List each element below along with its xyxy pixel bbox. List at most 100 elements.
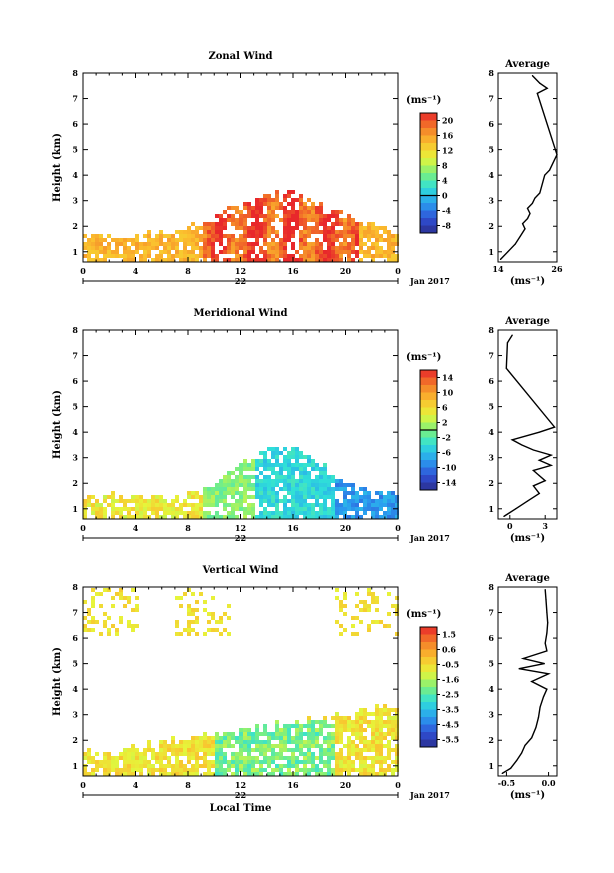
profile-y-tick-label: 5 (488, 659, 494, 669)
colorbar-segment (420, 370, 437, 378)
y-tick-label: 7 (72, 94, 78, 104)
profile-y-tick-label: 1 (488, 504, 494, 514)
x-tick-label: 16 (287, 523, 299, 533)
x-tick-label: 20 (340, 523, 352, 533)
profile-point (537, 716, 540, 718)
profile-point (546, 611, 548, 614)
colorbar-segment (420, 724, 437, 733)
y-tick-label: 7 (72, 608, 78, 618)
colorbar-segment (420, 407, 437, 416)
colorbar-segment (420, 437, 437, 446)
colorbar-segment (420, 709, 437, 718)
profile-point (507, 251, 509, 253)
colorbar-segment (420, 135, 437, 144)
colorbar-unit: (ms⁻¹) (406, 609, 441, 620)
x-tick-label: 20 (340, 780, 352, 790)
profile-point (515, 760, 518, 762)
y-tick-label: 3 (72, 710, 78, 720)
profile-point (532, 449, 535, 451)
profile-y-tick-label: 4 (488, 427, 494, 437)
x-tick-label: 8 (185, 523, 191, 533)
profile-point (546, 688, 548, 690)
y-tick-label: 7 (72, 351, 78, 361)
panel-title: Zonal Wind (208, 51, 272, 62)
colorbar-segment (420, 430, 437, 438)
y-tick-label: 1 (72, 761, 78, 771)
profile-title: Average (504, 316, 550, 327)
x-tick-label: 16 (287, 780, 299, 790)
profile-point (547, 622, 549, 624)
profile-point (531, 680, 533, 683)
profile-point (547, 673, 550, 675)
y-tick-label: 4 (72, 427, 78, 437)
colorbar-frame (419, 626, 438, 748)
profile-y-tick-label: 7 (488, 608, 494, 618)
profile-point (511, 334, 513, 336)
profile-x-tick-label: 14 (492, 264, 504, 274)
y-tick-label: 3 (72, 453, 78, 463)
profile-y-tick-label: 8 (488, 582, 494, 592)
profile-point (505, 367, 507, 369)
profile-point (521, 223, 524, 225)
y-tick-label: 4 (72, 684, 78, 694)
profile-point (544, 588, 546, 591)
colorbar-segment (420, 188, 437, 196)
date-suffix: Jan 2017 (409, 533, 450, 543)
profile-point (526, 207, 529, 209)
profile-point (544, 642, 546, 644)
profile-point (521, 752, 523, 754)
colorbar-tick-label: 10 (442, 388, 454, 398)
x-tick-label: 0 (395, 780, 401, 790)
y-axis-label: Height (km) (52, 390, 63, 459)
profile-point (506, 342, 509, 344)
colorbar-tick-label: 6 (442, 403, 448, 413)
y-tick-label: 6 (72, 633, 78, 643)
profile-x-tick-label: 0.0 (542, 778, 556, 788)
colorbar-segment (420, 717, 437, 725)
colorbar-tick-label: -2.5 (442, 690, 459, 700)
profile-y-tick-label: 3 (488, 453, 494, 463)
profile-point (499, 258, 502, 261)
colorbar-segment (420, 475, 437, 483)
x-tick-label: 12 (235, 266, 246, 276)
profile-x-tick-label: 26 (551, 264, 563, 274)
colorbar-segment (420, 203, 437, 211)
x-tick-label: 12 (235, 523, 246, 533)
profile-point (501, 772, 503, 775)
profile-x-tick-label: 3 (542, 521, 548, 531)
heatmap-cells (83, 447, 399, 519)
y-tick-label: 2 (72, 478, 78, 488)
profile-point (539, 706, 541, 708)
profile-point (546, 650, 548, 652)
colorbar-tick-label: -14 (442, 478, 457, 488)
profile-x-tick-label: 0 (507, 521, 513, 531)
colorbar-tick-label: 0.6 (442, 645, 456, 655)
colorbar-tick-label: -1.6 (442, 675, 460, 685)
profile-point (549, 169, 551, 171)
colorbar-segment (420, 218, 437, 226)
x-tick-label: 20 (340, 266, 352, 276)
profile-line (503, 334, 556, 517)
profile-point (503, 515, 505, 518)
colorbar-segment (420, 460, 437, 468)
profile-x-label: (ms⁻¹) (510, 533, 545, 544)
x-tick-label: 16 (287, 266, 299, 276)
colorbar-tick-label: 16 (442, 131, 454, 141)
x-tick-label: 8 (185, 780, 191, 790)
colorbar-segment (420, 467, 437, 476)
profile-point (524, 744, 526, 746)
colorbar-segment (420, 672, 437, 680)
x-axis-label: Local Time (210, 803, 272, 814)
profile-point (515, 508, 517, 510)
colorbar-segment (420, 128, 437, 136)
profile-x-label: (ms⁻¹) (510, 790, 545, 801)
profile-point (538, 431, 540, 433)
profile-point (531, 737, 533, 739)
colorbar-segment (420, 158, 437, 166)
colorbar-segment (420, 392, 437, 401)
profile-y-tick-label: 7 (488, 351, 494, 361)
profile-y-tick-label: 4 (488, 170, 494, 180)
average-profile: Average 1 2 3 4 5 6 7 8 -0.5 0.0 (ms⁻¹) (488, 573, 558, 801)
